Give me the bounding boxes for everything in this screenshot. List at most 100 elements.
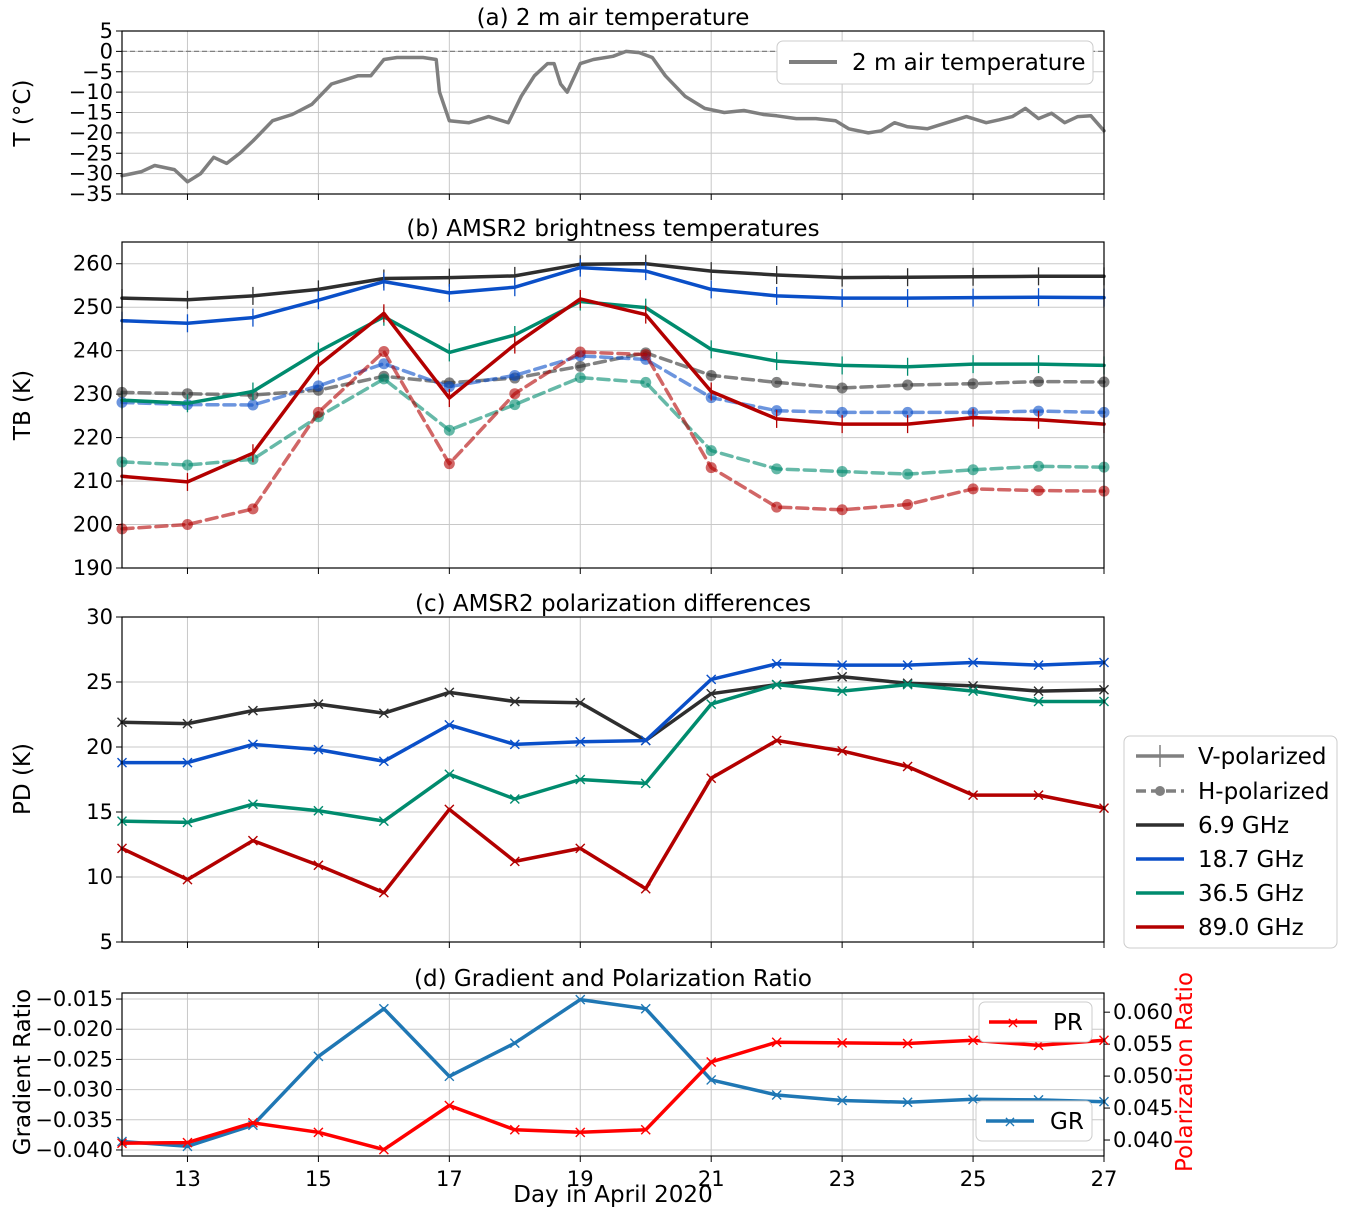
ytick-label: 25: [86, 670, 113, 694]
pd-point-f187: [509, 739, 520, 750]
panel-c-series: [117, 657, 1109, 898]
pr-point: [444, 1100, 455, 1111]
tb-h-point-f890: [1033, 485, 1045, 497]
tb-h-point-f365: [378, 373, 390, 385]
pd-point-f69: [509, 696, 520, 707]
gr-point: [902, 1097, 913, 1108]
pd-point-f365: [575, 774, 586, 785]
panel-d-frame: [121, 992, 1105, 1157]
tb-h-line-f69: [120, 351, 1106, 397]
pd-point-f890: [640, 883, 651, 894]
pd-point-f187: [968, 657, 979, 668]
gr-point: [509, 1038, 520, 1049]
pd-point-f187: [902, 660, 913, 671]
panel-b-ticks: 190 200 210 220 230 240 250 260: [73, 252, 1105, 580]
ytick-label: 190: [73, 556, 113, 580]
ytick-label: −30: [69, 162, 113, 186]
tb-h-point-f890: [378, 346, 390, 358]
tb-h-point-f365: [574, 372, 586, 384]
xtick-label-19: 19: [567, 1167, 594, 1191]
ytick-right-label: 0.045: [1113, 1096, 1173, 1120]
pd-point-f890: [444, 804, 455, 815]
panel-a-frame: [121, 30, 1105, 195]
pd-point-f187: [1033, 660, 1044, 671]
tb-h-point-f187: [312, 380, 324, 392]
panel-d-title: (d) Gradient and Polarization Ratio: [414, 966, 812, 992]
pr-line: [120, 1038, 1106, 1152]
pd-point-f890: [1033, 790, 1044, 801]
ytick-label: 5: [100, 930, 113, 954]
tb-h-point-f365: [509, 399, 521, 411]
pd-point-f890: [247, 835, 258, 846]
tb-h-point-f69: [181, 388, 193, 400]
tb-h-point-f365: [902, 468, 914, 480]
pd-point-f69: [575, 697, 586, 708]
tb-h-point-f187: [247, 399, 259, 411]
gr-point: [771, 1090, 782, 1101]
pd-point-f365: [706, 699, 717, 710]
pd-point-f890: [313, 860, 324, 871]
tb-h-point-f890: [967, 483, 979, 495]
ytick-label: 10: [86, 865, 113, 889]
ytick-label: −10: [69, 80, 113, 104]
pd-point-f69: [378, 708, 389, 719]
pd-point-f365: [313, 805, 324, 816]
panel-brightness-temperatures: (b) AMSR2 brightness temperatures TB (K)…: [10, 216, 1110, 580]
legend-h-marker: [1155, 786, 1165, 796]
tb-h-point-f69: [902, 379, 914, 391]
pd-point-f187: [378, 756, 389, 767]
tb-v-line-f187: [120, 265, 1106, 326]
gr-point: [968, 1094, 979, 1105]
legend-f187-label: 18.7 GHz: [1198, 847, 1304, 873]
pd-line-f890: [120, 738, 1106, 895]
legend-gr: × GR: [975, 1100, 1093, 1142]
tb-h-point-f890: [640, 349, 652, 361]
pd-point-f187: [247, 739, 258, 750]
tb-h-point-f890: [902, 499, 914, 511]
ytick-label: 230: [73, 382, 113, 406]
legend-pr: × PR: [978, 1001, 1093, 1043]
ytick-label: −20: [69, 121, 113, 145]
ytick-right-label: 0.055: [1113, 1032, 1173, 1056]
tb-h-line-f365: [120, 375, 1106, 476]
ytick-label: −5: [82, 60, 113, 84]
pd-point-f365: [378, 816, 389, 827]
pd-point-f69: [1033, 686, 1044, 697]
pd-point-f187: [444, 719, 455, 730]
pr-point: [706, 1057, 717, 1068]
ytick-label: −35: [69, 182, 113, 206]
xtick-label-23: 23: [829, 1167, 856, 1191]
legend-box: [776, 40, 1094, 85]
gr-point: [575, 994, 586, 1005]
tb-h-point-f365: [640, 376, 652, 388]
ytick-right-label: 0.060: [1113, 1000, 1173, 1024]
legend-gr-marker: ×: [1003, 1112, 1016, 1131]
ytick-label: 210: [73, 469, 113, 493]
legend-gr-label: GR: [1050, 1109, 1084, 1135]
ytick-label: −0.020: [35, 1017, 113, 1041]
legend-pr-marker: ×: [1006, 1013, 1019, 1032]
pd-point-f69: [444, 687, 455, 698]
xtick-label-13: 13: [174, 1167, 201, 1191]
pd-point-f365: [968, 686, 979, 697]
legend-pr-label: PR: [1053, 1010, 1083, 1036]
pd-point-f890: [902, 761, 913, 772]
pr-point: [837, 1037, 848, 1048]
x-axis-label: Day in April 2020: [513, 1182, 712, 1208]
tb-h-point-f365: [836, 466, 848, 478]
pd-point-f69: [837, 671, 848, 682]
tb-h-point-f365: [771, 463, 783, 475]
pd-point-f365: [509, 794, 520, 804]
ytick-label: −15: [69, 101, 113, 125]
gr-point: [837, 1095, 848, 1106]
tb-h-point-f890: [705, 462, 717, 474]
pr-point: [182, 1137, 193, 1148]
panel-d-series: [117, 994, 1109, 1155]
legend-f69-label: 6.9 GHz: [1198, 813, 1289, 839]
tb-v-line-f365: [120, 299, 1106, 406]
tb-h-point-f187: [443, 381, 455, 393]
pd-point-f365: [902, 679, 913, 690]
tb-h-point-f365: [181, 459, 193, 471]
pd-point-f365: [837, 686, 848, 697]
panel-a-ylabel: T (°C): [10, 80, 36, 148]
